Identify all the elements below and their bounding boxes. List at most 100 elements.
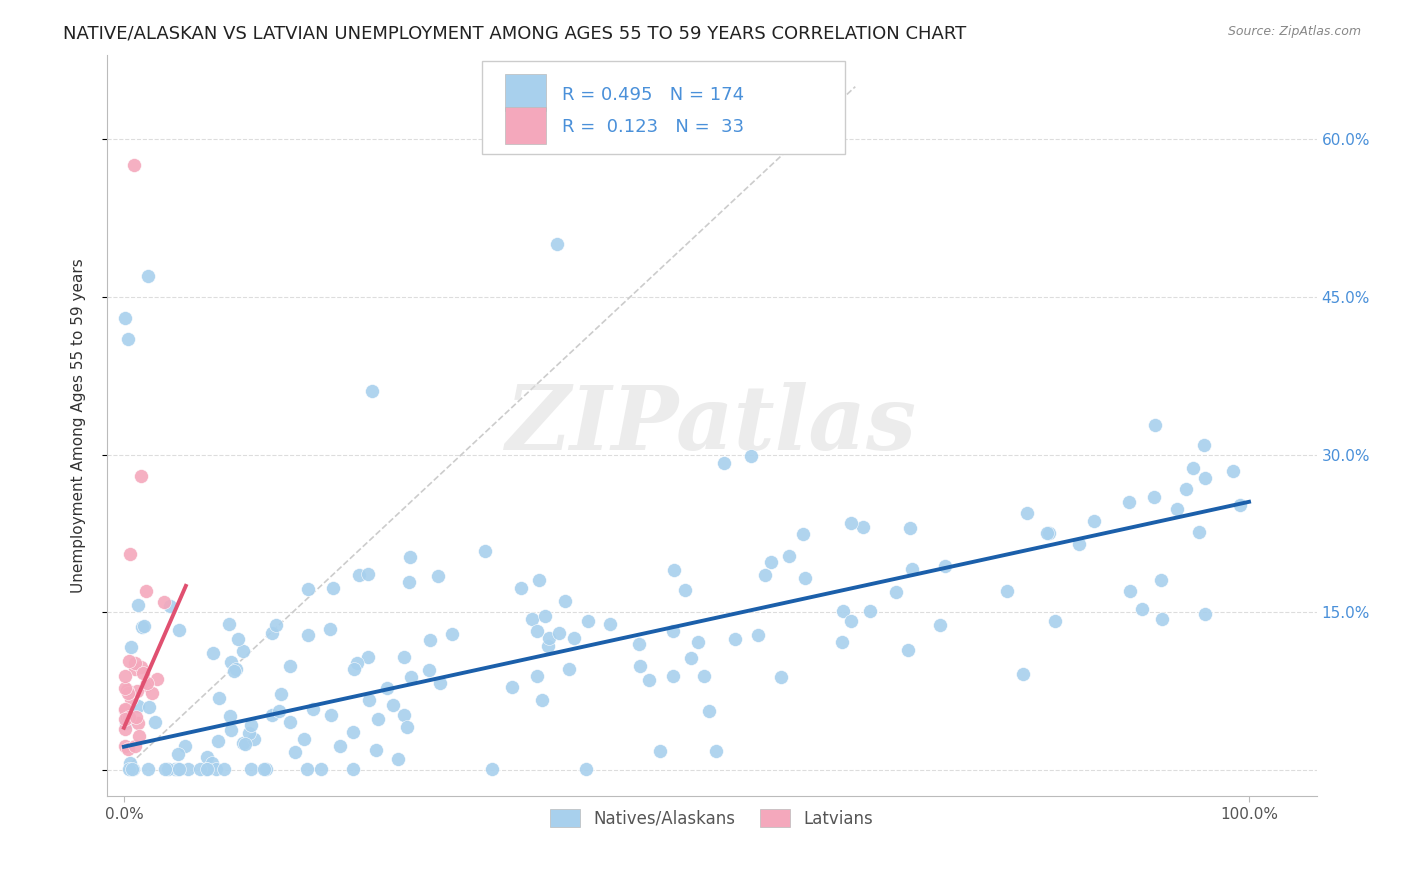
Point (114, 702, 136, 716)
Point (329, 739, 352, 753)
Point (419, 633, 441, 648)
Point (284, 745, 307, 759)
Point (357, 649, 380, 664)
Point (254, 762, 277, 776)
Point (537, 639, 560, 653)
Point (232, 644, 254, 658)
Point (129, 468, 152, 483)
Text: ZIPatlas: ZIPatlas (506, 383, 917, 469)
Point (114, 668, 136, 682)
Point (793, 571, 815, 585)
Point (143, 714, 166, 729)
Point (117, 710, 139, 724)
Point (167, 624, 190, 638)
Point (481, 762, 503, 776)
Point (132, 665, 155, 680)
Point (221, 655, 243, 669)
Point (562, 631, 585, 645)
Point (156, 762, 179, 776)
Point (120, 691, 142, 706)
Point (124, 739, 146, 753)
Point (127, 715, 149, 730)
Point (278, 658, 301, 673)
Point (1015, 506, 1038, 520)
Point (121, 762, 143, 776)
Point (264, 618, 287, 632)
Point (292, 732, 315, 747)
Point (163, 762, 186, 776)
Point (724, 632, 747, 646)
Point (120, 640, 142, 654)
Point (759, 555, 782, 569)
Point (429, 676, 451, 690)
Point (135, 678, 157, 692)
Point (226, 632, 249, 647)
Point (297, 628, 319, 642)
Point (673, 583, 696, 598)
Point (399, 670, 422, 684)
Point (364, 742, 387, 756)
Point (1182, 460, 1205, 475)
Point (219, 723, 242, 738)
Point (740, 449, 762, 463)
Point (177, 762, 200, 776)
Point (208, 691, 231, 706)
Point (839, 614, 862, 628)
Point (662, 669, 685, 683)
Point (704, 744, 727, 758)
Point (1188, 525, 1211, 540)
Point (128, 729, 150, 743)
Point (557, 662, 579, 676)
Point (295, 762, 318, 776)
Point (1149, 573, 1171, 587)
Point (1043, 614, 1066, 628)
Point (394, 650, 416, 665)
Point (117, 332, 139, 346)
Point (167, 747, 190, 762)
Point (253, 762, 276, 776)
Point (661, 624, 683, 638)
Point (396, 720, 419, 734)
Point (114, 739, 136, 753)
Point (884, 585, 907, 599)
Point (125, 710, 148, 724)
Point (121, 762, 143, 776)
Point (132, 619, 155, 633)
Point (342, 725, 364, 739)
Point (115, 683, 138, 698)
Text: R = 0.495   N = 174: R = 0.495 N = 174 (562, 86, 744, 103)
Point (166, 762, 188, 776)
Point (127, 598, 149, 612)
Point (114, 703, 136, 717)
Point (202, 646, 225, 660)
Point (792, 526, 814, 541)
Point (418, 663, 440, 677)
Point (118, 710, 141, 724)
Point (1222, 465, 1244, 479)
Point (1036, 525, 1059, 540)
Point (159, 599, 181, 613)
Point (681, 651, 703, 665)
Point (270, 687, 292, 701)
Point (531, 693, 554, 707)
Point (839, 516, 862, 530)
Point (322, 582, 344, 596)
Point (1229, 498, 1251, 512)
Point (195, 762, 218, 776)
Point (201, 756, 224, 771)
Point (526, 668, 548, 682)
Point (357, 567, 380, 582)
Point (207, 733, 229, 747)
Y-axis label: Unemployment Among Ages 55 to 59 years: Unemployment Among Ages 55 to 59 years (72, 259, 86, 593)
Point (114, 681, 136, 696)
Point (526, 624, 548, 639)
Point (342, 762, 364, 776)
Point (218, 617, 240, 632)
Point (129, 660, 152, 674)
Point (382, 698, 405, 712)
Point (995, 583, 1018, 598)
Point (599, 616, 621, 631)
Point (343, 661, 366, 675)
Point (1083, 514, 1105, 528)
Point (554, 593, 576, 607)
